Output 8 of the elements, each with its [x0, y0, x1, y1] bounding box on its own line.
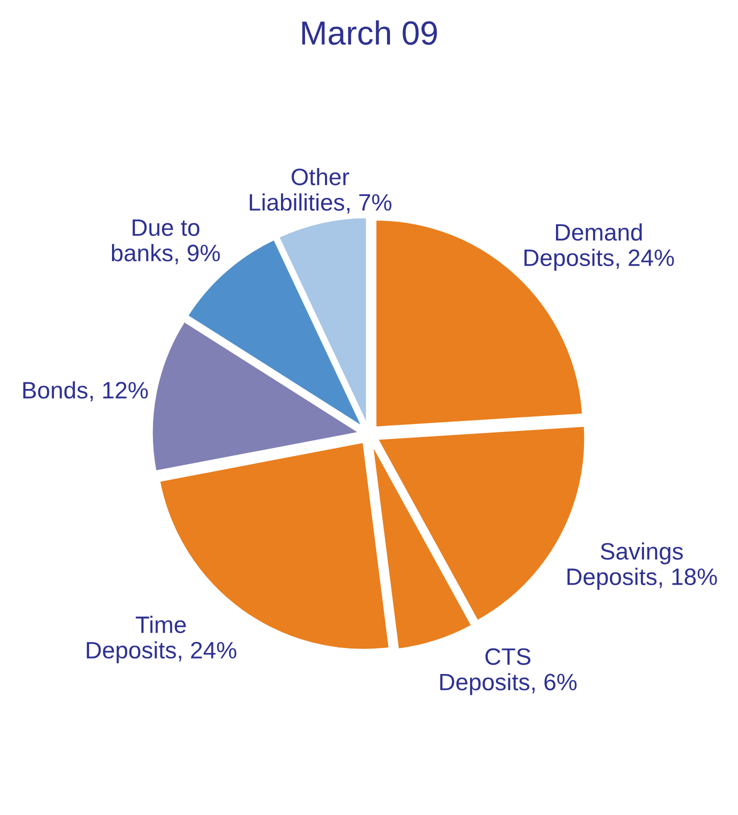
slice-label: Due to banks, 9%: [112, 219, 220, 264]
slice-label: Other Liabilities, 7%: [250, 168, 392, 214]
chart-title: March 09: [302, 20, 437, 45]
slice-label: Savings Deposits, 18%: [567, 542, 717, 590]
slice-label: Time Deposits, 24%: [86, 616, 236, 664]
slice-label: Bonds, 12%: [23, 381, 148, 402]
slice-label: Demand Deposits, 24%: [524, 223, 674, 271]
slice-label: CTS Deposits, 6%: [440, 648, 577, 696]
